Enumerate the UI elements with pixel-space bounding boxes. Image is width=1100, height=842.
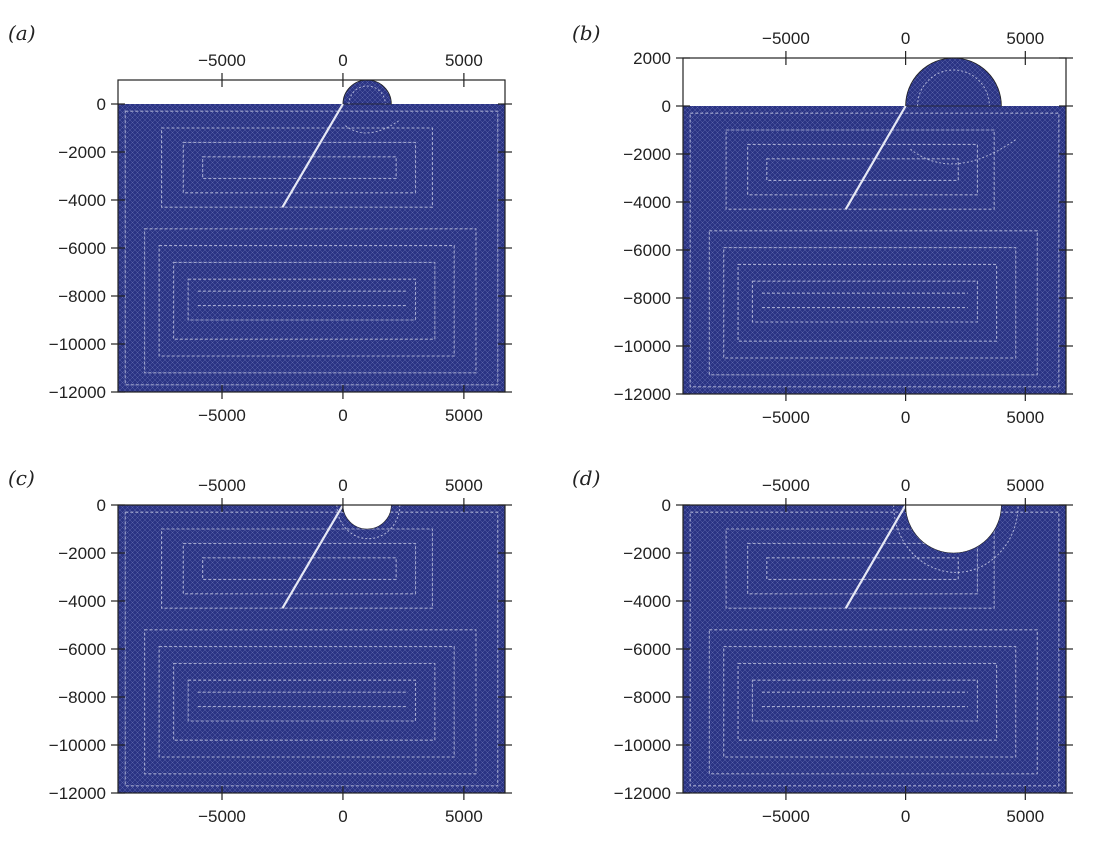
y-tick-label: −2000 bbox=[623, 145, 671, 164]
x-tick-label-bottom: 0 bbox=[338, 406, 347, 425]
cavity-feature bbox=[905, 504, 1002, 554]
x-tick-label-bottom: 5000 bbox=[1006, 807, 1044, 826]
y-tick-label: −8000 bbox=[58, 688, 106, 707]
x-tick-label-top: 5000 bbox=[445, 51, 483, 70]
y-tick-label: −12000 bbox=[614, 385, 671, 404]
mesh-body bbox=[118, 505, 505, 793]
x-tick-label-top: −5000 bbox=[762, 29, 810, 48]
fault-line bbox=[281, 103, 344, 208]
y-tick-label: −8000 bbox=[58, 287, 106, 306]
x-tick-label-top: −5000 bbox=[198, 476, 246, 495]
dome-feature bbox=[342, 79, 392, 105]
x-tick-label-top: 0 bbox=[901, 29, 910, 48]
y-tick-label: −12000 bbox=[49, 784, 106, 803]
fault-line bbox=[844, 105, 907, 210]
x-tick-label-top: −5000 bbox=[198, 51, 246, 70]
y-tick-label: −12000 bbox=[614, 784, 671, 803]
y-tick-label: −6000 bbox=[58, 239, 106, 258]
y-tick-label: −12000 bbox=[49, 383, 106, 402]
y-tick-label: −4000 bbox=[58, 592, 106, 611]
y-tick-label: −6000 bbox=[623, 241, 671, 260]
y-tick-label: −10000 bbox=[614, 337, 671, 356]
x-tick-label-top: 5000 bbox=[445, 476, 483, 495]
mesh-refinement-lines bbox=[689, 112, 1060, 388]
fault-line bbox=[844, 504, 907, 609]
x-tick-label-top: 0 bbox=[901, 476, 910, 495]
y-tick-label: −2000 bbox=[623, 544, 671, 563]
panel-label: (a) bbox=[8, 21, 36, 45]
x-tick-label-top: 0 bbox=[338, 51, 347, 70]
mesh-refinement-lines bbox=[124, 110, 499, 386]
panels-root: (a) −5000 −5000 0 0 5000 5000 0 −2000 −4000 −6000 −… bbox=[8, 21, 1073, 826]
y-tick-label: −4000 bbox=[623, 193, 671, 212]
mesh-domain bbox=[118, 104, 505, 392]
y-tick-label: −2000 bbox=[58, 143, 106, 162]
y-tick-label: −10000 bbox=[49, 736, 106, 755]
x-tick-label-bottom: −5000 bbox=[198, 807, 246, 826]
y-tick-label: 0 bbox=[97, 95, 106, 114]
panel-label: (d) bbox=[572, 466, 600, 490]
cavity-feature bbox=[342, 504, 392, 530]
y-tick-label: −8000 bbox=[623, 289, 671, 308]
x-tick-label-bottom: −5000 bbox=[762, 408, 810, 427]
y-tick-label: −6000 bbox=[623, 640, 671, 659]
mesh-domain bbox=[683, 106, 1066, 394]
x-tick-label-top: 0 bbox=[338, 476, 347, 495]
panel-label: (c) bbox=[8, 466, 35, 490]
x-tick-label-top: −5000 bbox=[762, 476, 810, 495]
y-tick-label: −6000 bbox=[58, 640, 106, 659]
x-tick-label-bottom: 0 bbox=[338, 807, 347, 826]
mesh-body bbox=[683, 106, 1066, 394]
x-tick-label-bottom: 0 bbox=[901, 408, 910, 427]
y-tick-label: 2000 bbox=[633, 49, 671, 68]
cavity-refinement bbox=[893, 504, 1019, 573]
dome-subsurface-refinement bbox=[345, 120, 399, 134]
panel-b: (b) −5000 −5000 0 0 5000 5000 2000 0 −2000 −4000 −6… bbox=[572, 21, 1073, 427]
x-tick-label-bottom: 5000 bbox=[445, 807, 483, 826]
y-tick-label: −10000 bbox=[49, 335, 106, 354]
dome-feature bbox=[905, 57, 1002, 107]
mesh-body bbox=[683, 505, 1066, 793]
y-tick-label: 0 bbox=[662, 97, 671, 116]
y-tick-label: −4000 bbox=[623, 592, 671, 611]
x-tick-label-bottom: 5000 bbox=[445, 406, 483, 425]
axes-frame bbox=[682, 57, 1067, 395]
mesh-domain bbox=[683, 505, 1066, 793]
mesh-refinement-lines bbox=[689, 511, 1060, 787]
mesh-body bbox=[118, 104, 505, 392]
x-tick-label-top: 5000 bbox=[1006, 476, 1044, 495]
dome-refinement bbox=[348, 85, 386, 105]
mesh-domain bbox=[118, 505, 505, 793]
fault-line bbox=[281, 504, 344, 609]
y-tick-label: −2000 bbox=[58, 544, 106, 563]
dome-refinement bbox=[917, 69, 990, 107]
y-tick-label: 0 bbox=[97, 496, 106, 515]
y-tick-label: −10000 bbox=[614, 736, 671, 755]
x-tick-label-bottom: 0 bbox=[901, 807, 910, 826]
x-tick-label-top: 5000 bbox=[1006, 29, 1044, 48]
y-tick-label: 0 bbox=[662, 496, 671, 515]
panel-d: (d) −5000 −5000 0 0 5000 5000 0 −2000 −4000 −6000 −… bbox=[572, 466, 1073, 826]
panel-c: (c) −5000 −5000 0 0 5000 5000 0 −2000 −4000 −6000 −… bbox=[8, 466, 512, 826]
panel-label: (b) bbox=[572, 21, 600, 45]
y-tick-label: −8000 bbox=[623, 688, 671, 707]
axes-frame bbox=[117, 79, 506, 393]
panel-a: (a) −5000 −5000 0 0 5000 5000 0 −2000 −4000 −6000 −… bbox=[8, 21, 512, 425]
x-tick-label-bottom: −5000 bbox=[762, 807, 810, 826]
y-tick-label: −4000 bbox=[58, 191, 106, 210]
x-tick-label-bottom: −5000 bbox=[198, 406, 246, 425]
x-tick-label-bottom: 5000 bbox=[1006, 408, 1044, 427]
